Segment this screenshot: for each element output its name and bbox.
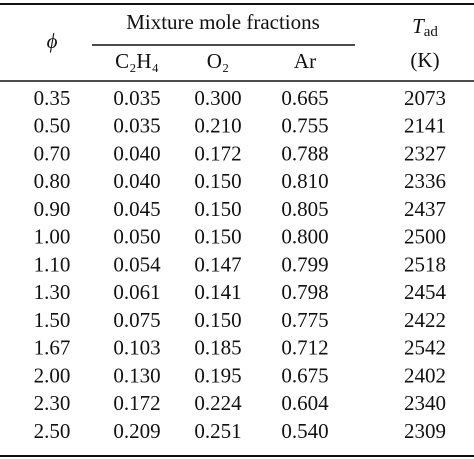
tad-symbol: T (412, 14, 425, 38)
cell: 2402 (404, 363, 446, 387)
column-header: O₂ (207, 49, 230, 73)
cell: 2.30 (34, 391, 71, 415)
cell: 0.172 (113, 391, 160, 415)
cell: 0.798 (281, 280, 328, 304)
cell: 0.50 (34, 114, 71, 138)
cell: 2422 (404, 308, 446, 332)
cell: 2309 (404, 419, 446, 443)
tad-subscript: ad (424, 24, 439, 40)
cell: 0.130 (113, 363, 160, 387)
cell: 0.788 (281, 141, 328, 165)
cell: 0.810 (281, 169, 328, 193)
cell: 0.035 (113, 86, 160, 110)
cell: 0.224 (194, 391, 242, 415)
cell: 0.035 (113, 114, 160, 138)
cell: 2518 (404, 252, 446, 276)
cell: 2327 (404, 141, 446, 165)
cell: 0.054 (113, 252, 161, 276)
cell: 0.150 (194, 197, 241, 221)
cell: 0.195 (194, 363, 241, 387)
cell: 0.040 (113, 169, 160, 193)
cell: 0.209 (113, 419, 160, 443)
cell: 1.50 (34, 308, 71, 332)
cell: 0.147 (194, 252, 241, 276)
cell: 0.755 (281, 114, 328, 138)
cell: 0.775 (281, 308, 328, 332)
tad-unit: (K) (410, 48, 439, 72)
cell: 2.00 (34, 363, 71, 387)
cell: 1.30 (34, 280, 71, 304)
cell: 2.50 (34, 419, 71, 443)
cell: 0.80 (34, 169, 71, 193)
cell: 0.210 (194, 114, 241, 138)
tad-header: Tad (412, 14, 438, 41)
phi-header: ϕ (47, 29, 58, 53)
cell: 0.141 (194, 280, 241, 304)
cell: 0.70 (34, 141, 71, 165)
cell: 0.172 (194, 141, 241, 165)
cell: 0.35 (34, 86, 71, 110)
cell: 2336 (404, 169, 446, 193)
column-header: C₂H₄ (115, 49, 159, 73)
cell: 2500 (404, 225, 446, 249)
cell: 1.00 (34, 225, 71, 249)
cell: 0.150 (194, 308, 241, 332)
cell: 0.90 (34, 197, 71, 221)
column-header: Ar (294, 49, 316, 73)
cell: 0.251 (194, 419, 241, 443)
cell: 1.67 (34, 336, 71, 360)
cell: 0.075 (113, 308, 160, 332)
cell: 0.061 (113, 280, 160, 304)
cell: 0.712 (281, 336, 328, 360)
cell: 2073 (404, 86, 446, 110)
group-header: Mixture mole fractions (126, 10, 320, 34)
cell: 0.665 (281, 86, 328, 110)
cell: 0.805 (281, 197, 328, 221)
cell: 0.540 (281, 419, 328, 443)
cell: 0.604 (281, 391, 329, 415)
cell: 0.675 (281, 363, 328, 387)
cell: 0.185 (194, 336, 241, 360)
cell: 0.103 (113, 336, 160, 360)
cell: 0.150 (194, 225, 241, 249)
cell: 2454 (404, 280, 447, 304)
cell: 0.799 (281, 252, 328, 276)
cell: 2340 (404, 391, 446, 415)
cell: 0.045 (113, 197, 160, 221)
cell: 1.10 (34, 252, 71, 276)
cell: 0.040 (113, 141, 160, 165)
cell: 0.300 (194, 86, 241, 110)
cell: 2437 (404, 197, 446, 221)
cell: 2141 (404, 114, 446, 138)
cell: 0.800 (281, 225, 328, 249)
cell: 0.050 (113, 225, 160, 249)
cell: 2542 (404, 336, 446, 360)
cell: 0.150 (194, 169, 241, 193)
